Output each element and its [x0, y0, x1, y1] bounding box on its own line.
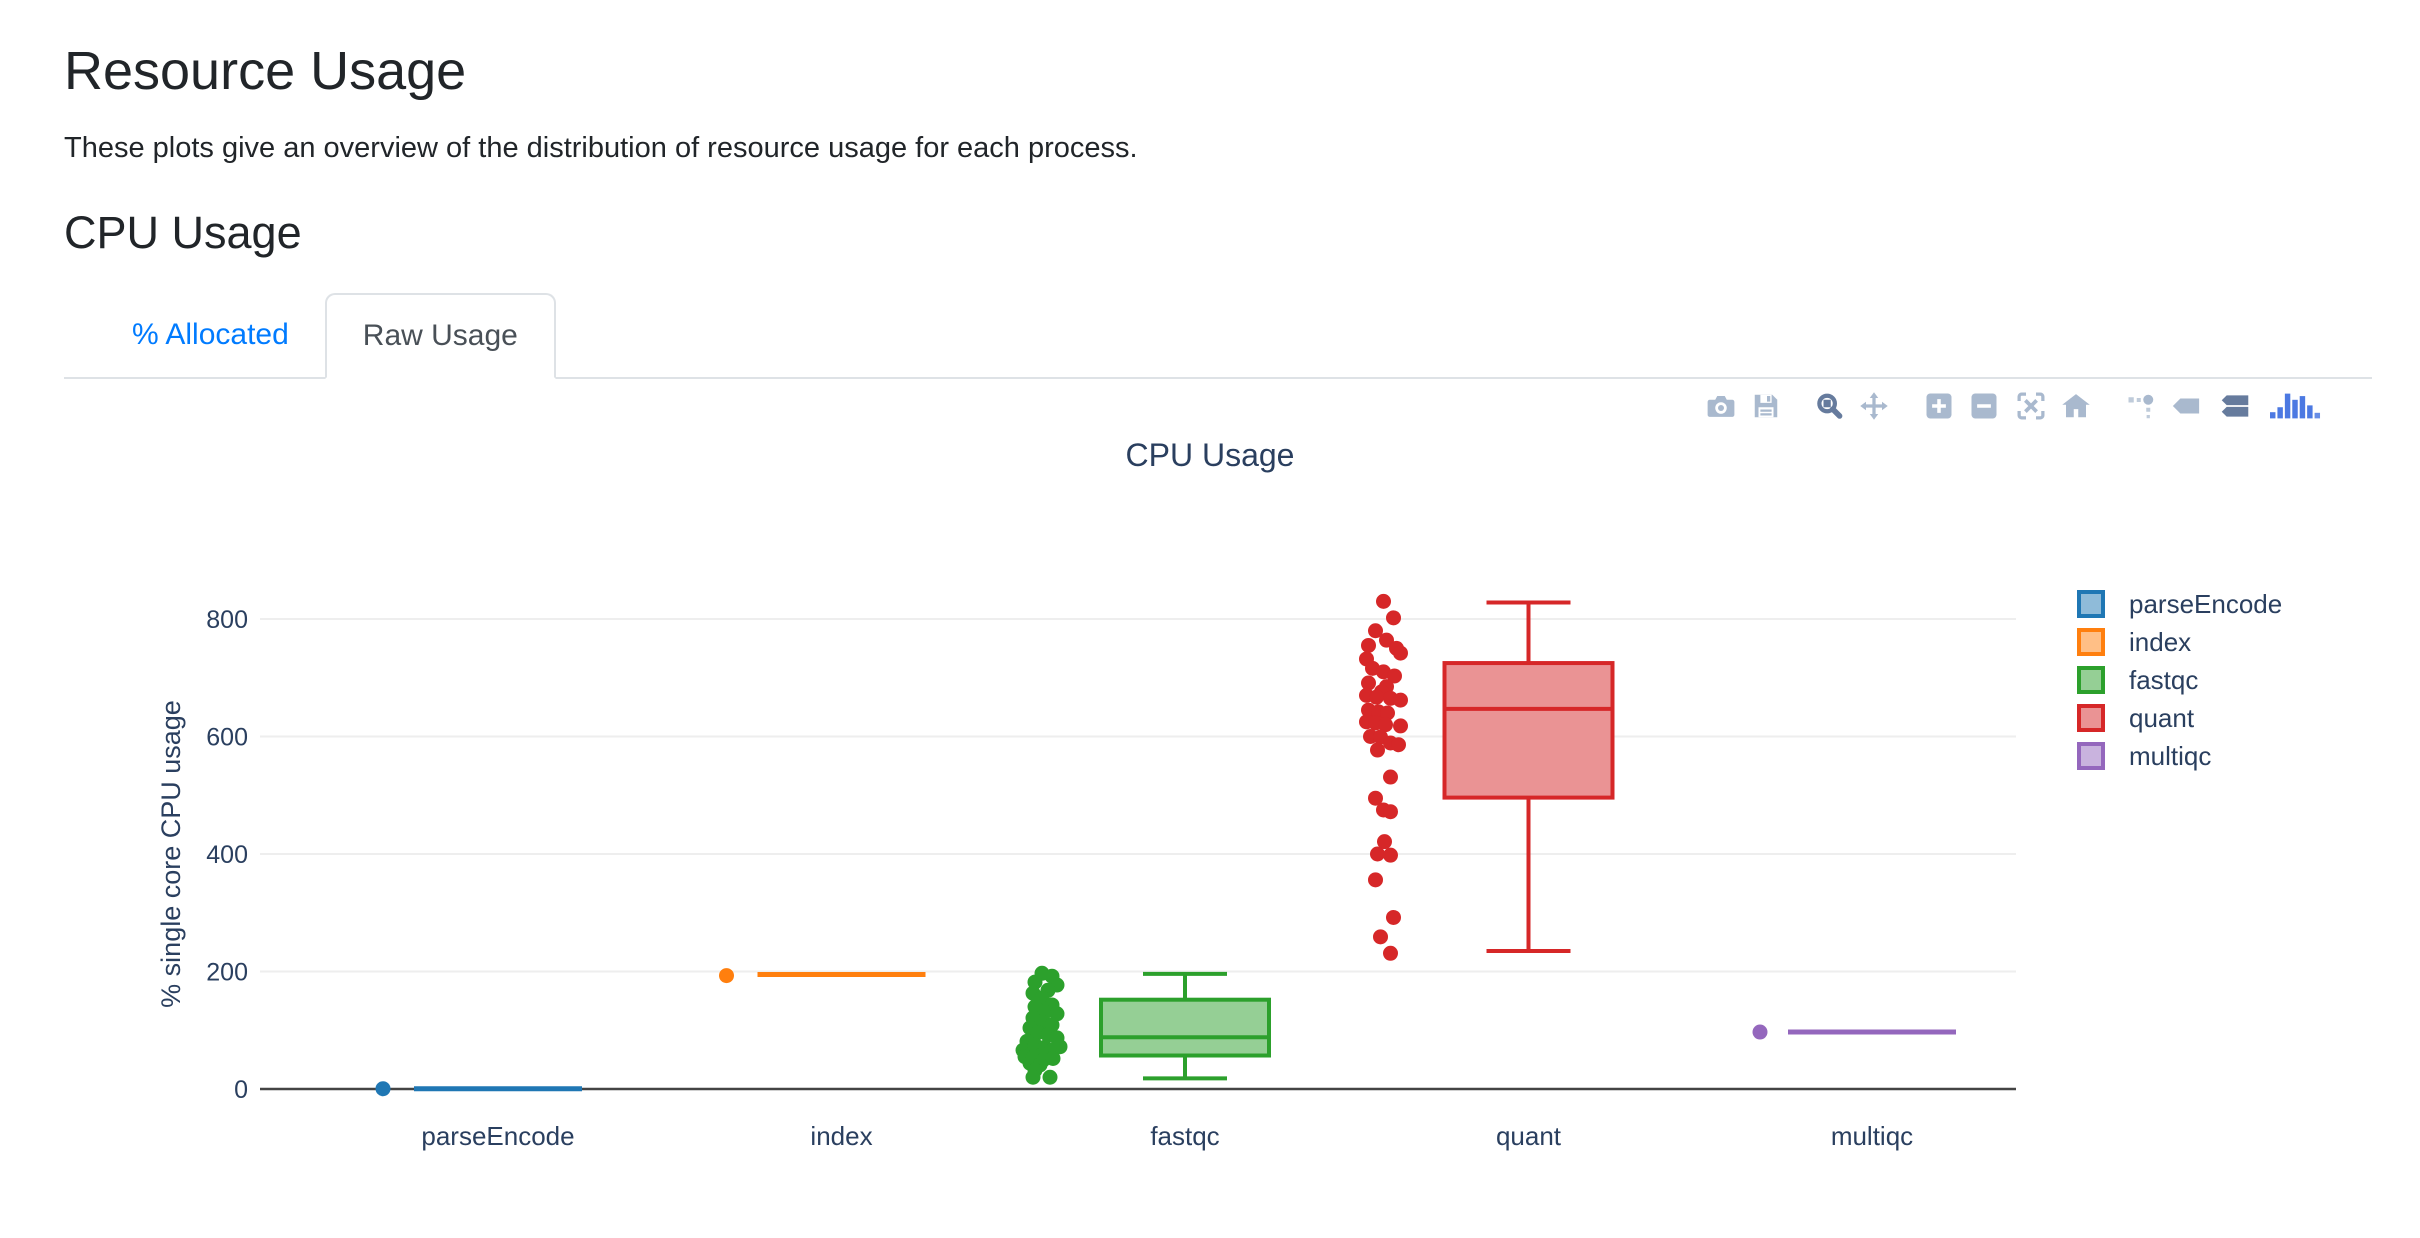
legend-swatch-icon — [2077, 666, 2105, 694]
plotly-logo-icon[interactable] — [2270, 392, 2322, 420]
legend-swatch-icon — [2077, 742, 2105, 770]
pan-icon[interactable] — [1859, 391, 1889, 421]
y-axis-title: % single core CPU usage — [156, 700, 186, 1008]
spikelines-icon[interactable] — [2126, 391, 2156, 421]
x-tick-label: quant — [1496, 1121, 1562, 1151]
zoom-in-icon[interactable] — [1924, 391, 1954, 421]
plot-area[interactable]: 0 200 400 600 800 parseEncode index fastqc quant… — [0, 379, 2420, 1238]
legend-item-index[interactable]: index — [2077, 623, 2282, 661]
points-fastqc — [1015, 965, 1068, 1085]
x-tick-label: index — [810, 1121, 872, 1151]
zoom-icon[interactable] — [1814, 391, 1844, 421]
section-heading: CPU Usage — [64, 207, 302, 258]
chart-legend: parseEncode index fastqc quant multiqc — [2077, 585, 2282, 775]
points-parseEncode — [375, 1081, 391, 1097]
legend-swatch-icon — [2077, 704, 2105, 732]
plotly-modebar — [1706, 389, 2322, 423]
box-quant — [1442, 600, 1615, 953]
chart-title: CPU Usage — [1125, 437, 1295, 473]
x-tick-label: parseEncode — [421, 1121, 574, 1151]
y-tick-label: 200 — [206, 959, 248, 987]
page-subtitle: These plots give an overview of the dist… — [64, 132, 1138, 164]
legend-item-parseEncode[interactable]: parseEncode — [2077, 585, 2282, 623]
y-tick-label: 800 — [206, 606, 248, 634]
tab-percent-allocated[interactable]: % Allocated — [132, 318, 289, 351]
hover-compare-icon[interactable] — [2220, 391, 2250, 421]
x-tick-label: fastqc — [1150, 1121, 1219, 1151]
zoom-out-icon[interactable] — [1969, 391, 1999, 421]
legend-swatch-icon — [2077, 628, 2105, 656]
hover-closest-icon[interactable] — [2171, 391, 2201, 421]
legend-label: quant — [2129, 702, 2195, 733]
usage-tabs: % Allocated Raw Usage — [64, 293, 2372, 379]
legend-item-quant[interactable]: quant — [2077, 699, 2282, 737]
cpu-usage-chart: CPU Usage 0 200 400 600 800 parseEncode index f… — [0, 379, 2420, 1238]
legend-label: parseEncode — [2129, 588, 2283, 619]
y-tick-label: 0 — [234, 1076, 248, 1104]
x-tick-label: multiqc — [1831, 1121, 1913, 1151]
legend-item-multiqc[interactable]: multiqc — [2077, 737, 2282, 775]
y-tick-label: 600 — [206, 724, 248, 752]
reset-axes-icon[interactable] — [2061, 391, 2091, 421]
legend-label: index — [2129, 626, 2192, 657]
autoscale-icon[interactable] — [2016, 391, 2046, 421]
legend-label: multiqc — [2129, 740, 2212, 771]
box-fastqc — [1099, 971, 1271, 1081]
camera-icon[interactable] — [1706, 391, 1736, 421]
y-tick-label: 400 — [206, 841, 248, 869]
points-index — [719, 968, 734, 984]
points-quant — [1359, 593, 1408, 961]
points-multiqc — [1752, 1024, 1768, 1040]
tab-raw-usage[interactable]: Raw Usage — [324, 293, 556, 379]
legend-swatch-icon — [2077, 590, 2105, 618]
legend-label: fastqc — [2129, 664, 2199, 695]
save-icon[interactable] — [1751, 391, 1781, 421]
page-title: Resource Usage — [64, 41, 467, 101]
legend-item-fastqc[interactable]: fastqc — [2077, 661, 2282, 699]
